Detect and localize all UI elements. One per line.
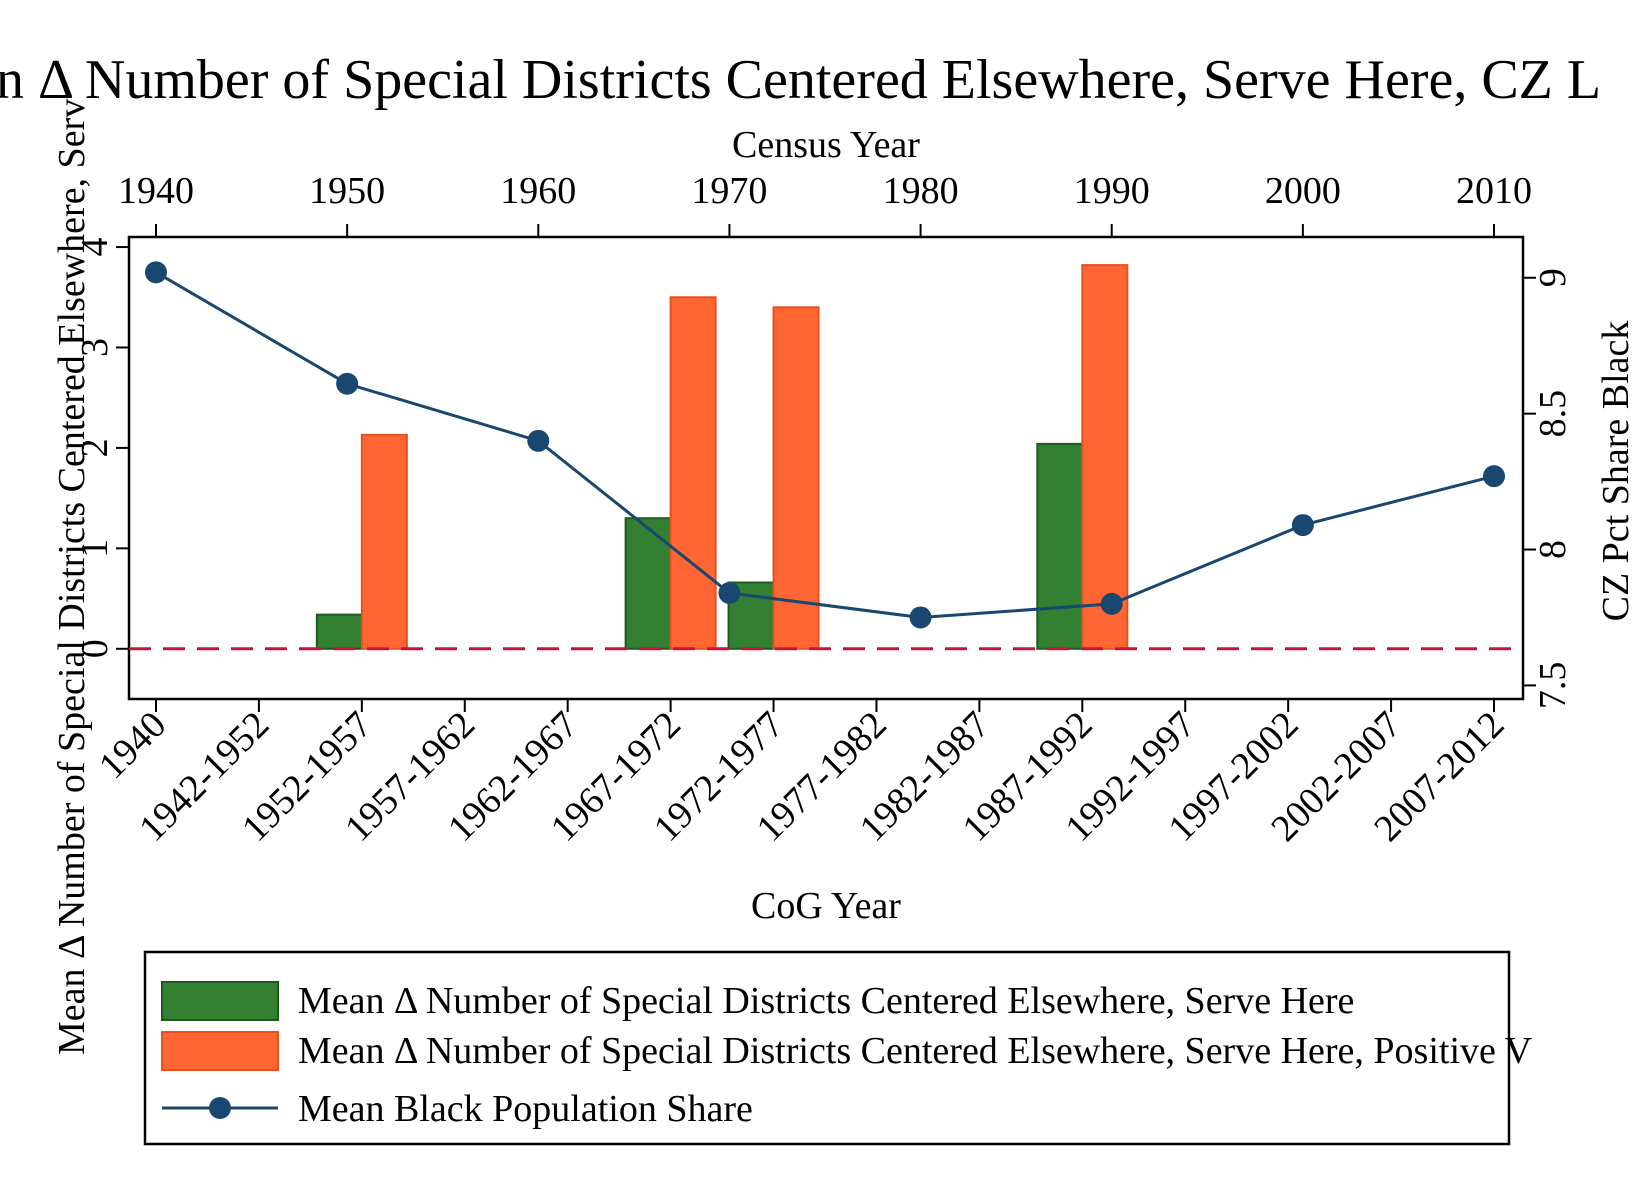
- legend-swatch-bar: [161, 1031, 279, 1071]
- point-black-share: [909, 606, 932, 629]
- bar-green: [624, 517, 672, 650]
- left-tick-label: 0: [74, 639, 116, 658]
- legend-label: Mean Δ Number of Special Districts Cente…: [298, 980, 1354, 1022]
- right-tick-label: 8.5: [1532, 390, 1574, 438]
- top-tick-label: 2010: [1456, 170, 1532, 212]
- legend: Mean Δ Number of Special Districts Cente…: [143, 950, 1533, 1146]
- top-tick-label: 1990: [1074, 170, 1150, 212]
- line-layer: [145, 261, 1505, 629]
- bar-orange: [772, 306, 820, 650]
- right-tick-label: 7.5: [1532, 662, 1574, 710]
- top-axis-title: Census Year: [732, 124, 920, 166]
- axes: 1940 1950 1960 1970 1980 1990 2000 2010 1940 1 9 4 2…: [74, 170, 1574, 850]
- top-tick-label: 1950: [309, 170, 385, 212]
- legend-label: Mean Black Population Share: [298, 1088, 753, 1130]
- bar-green: [315, 613, 363, 650]
- bottom-tick-label: 1940: [91, 704, 174, 787]
- left-tick-label: 4: [74, 238, 116, 257]
- top-tick-label: 1980: [883, 170, 959, 212]
- point-black-share: [718, 582, 741, 605]
- point-black-share: [1100, 592, 1123, 615]
- legend-box: [143, 950, 1511, 1146]
- point-black-share: [145, 261, 167, 284]
- left-tick-label: 1: [74, 539, 116, 558]
- legend-swatch-bar: [161, 981, 279, 1021]
- right-tick-label: 9: [1532, 268, 1574, 287]
- bar-orange: [669, 296, 717, 650]
- point-black-share: [1483, 465, 1505, 488]
- left-axis-title: Mean Δ Number of Special Districts Cente…: [51, 99, 93, 1055]
- top-tick-label: 1940: [118, 170, 194, 212]
- chart-title: n Δ Number of Special Districts Centered…: [0, 49, 1601, 111]
- top-tick-label: 1960: [500, 170, 576, 212]
- bar-orange: [1081, 264, 1129, 650]
- bars: [129, 264, 1523, 651]
- bar-green: [1036, 442, 1084, 650]
- top-tick-label: 2000: [1265, 170, 1341, 212]
- left-tick-label: 3: [74, 338, 116, 357]
- bar-orange: [360, 433, 408, 650]
- right-tick-label: 8: [1532, 540, 1574, 559]
- point-black-share: [527, 429, 550, 452]
- plot-frame: [127, 235, 1525, 701]
- top-tick-label: 1970: [691, 170, 767, 212]
- point-black-share: [1291, 514, 1314, 537]
- x-axis-title: CoG Year: [751, 885, 901, 927]
- legend-swatch-marker: [209, 1097, 231, 1119]
- line-black-share: [155, 271, 1495, 619]
- left-tick-label: 2: [74, 438, 116, 457]
- right-axis-title: CZ Pct Share Black: [1595, 321, 1637, 622]
- point-black-share: [336, 372, 359, 395]
- legend-label: Mean Δ Number of Special Districts Cente…: [298, 1030, 1533, 1072]
